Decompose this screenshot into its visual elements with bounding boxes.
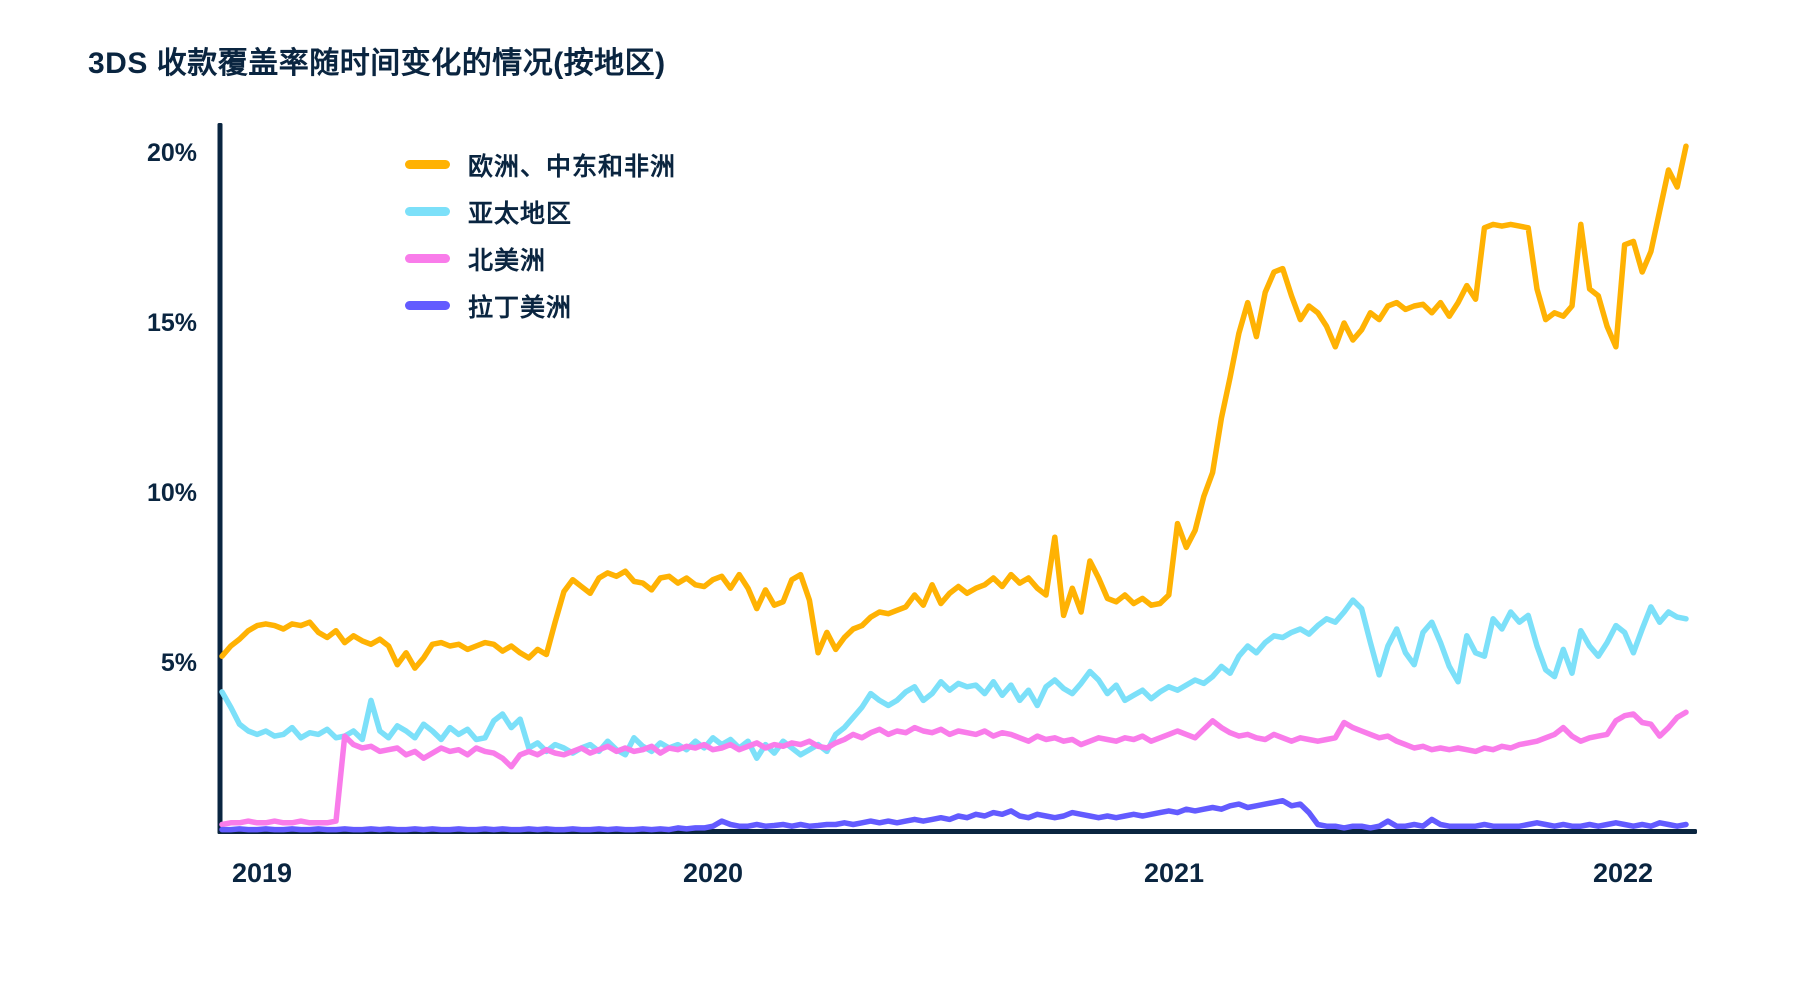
chart-title: 3DS 收款覆盖率随时间变化的情况(按地区)	[88, 47, 666, 80]
legend-swatch-icon	[405, 207, 450, 216]
legend-label: 亚太地区	[468, 199, 573, 228]
y-tick-label: 20%	[146, 139, 197, 167]
x-tick-label: 2019	[231, 858, 293, 888]
legend-swatch-icon	[405, 160, 450, 169]
legend-swatch-icon	[405, 254, 450, 263]
legend-label: 拉丁美洲	[468, 293, 573, 322]
legend-label: 北美洲	[468, 246, 547, 275]
legend-item-1[interactable]: 亚太地区	[405, 188, 676, 235]
series-line-1	[219, 597, 1689, 761]
legend-label: 欧洲、中东和非洲	[468, 152, 677, 181]
series-line-2	[219, 709, 1689, 828]
legend-swatch-icon	[405, 301, 450, 310]
chart-legend: 欧洲、中东和非洲 亚太地区北美洲拉丁美洲	[405, 141, 676, 329]
x-tick-label: 2020	[682, 858, 744, 888]
y-tick-label: 15%	[146, 309, 197, 337]
x-tick-label: 2021	[1143, 858, 1205, 888]
y-tick-label: 10%	[146, 479, 197, 507]
legend-item-3[interactable]: 拉丁美洲	[405, 282, 676, 329]
series-line-3	[219, 797, 1689, 833]
series-line-0	[219, 143, 1689, 671]
y-axis-line	[217, 123, 223, 834]
x-tick-label: 2022	[1592, 858, 1654, 888]
legend-item-2[interactable]: 北美洲	[405, 235, 676, 282]
legend-item-0[interactable]: 欧洲、中东和非洲	[405, 141, 676, 188]
y-tick-label: 5%	[160, 649, 197, 677]
